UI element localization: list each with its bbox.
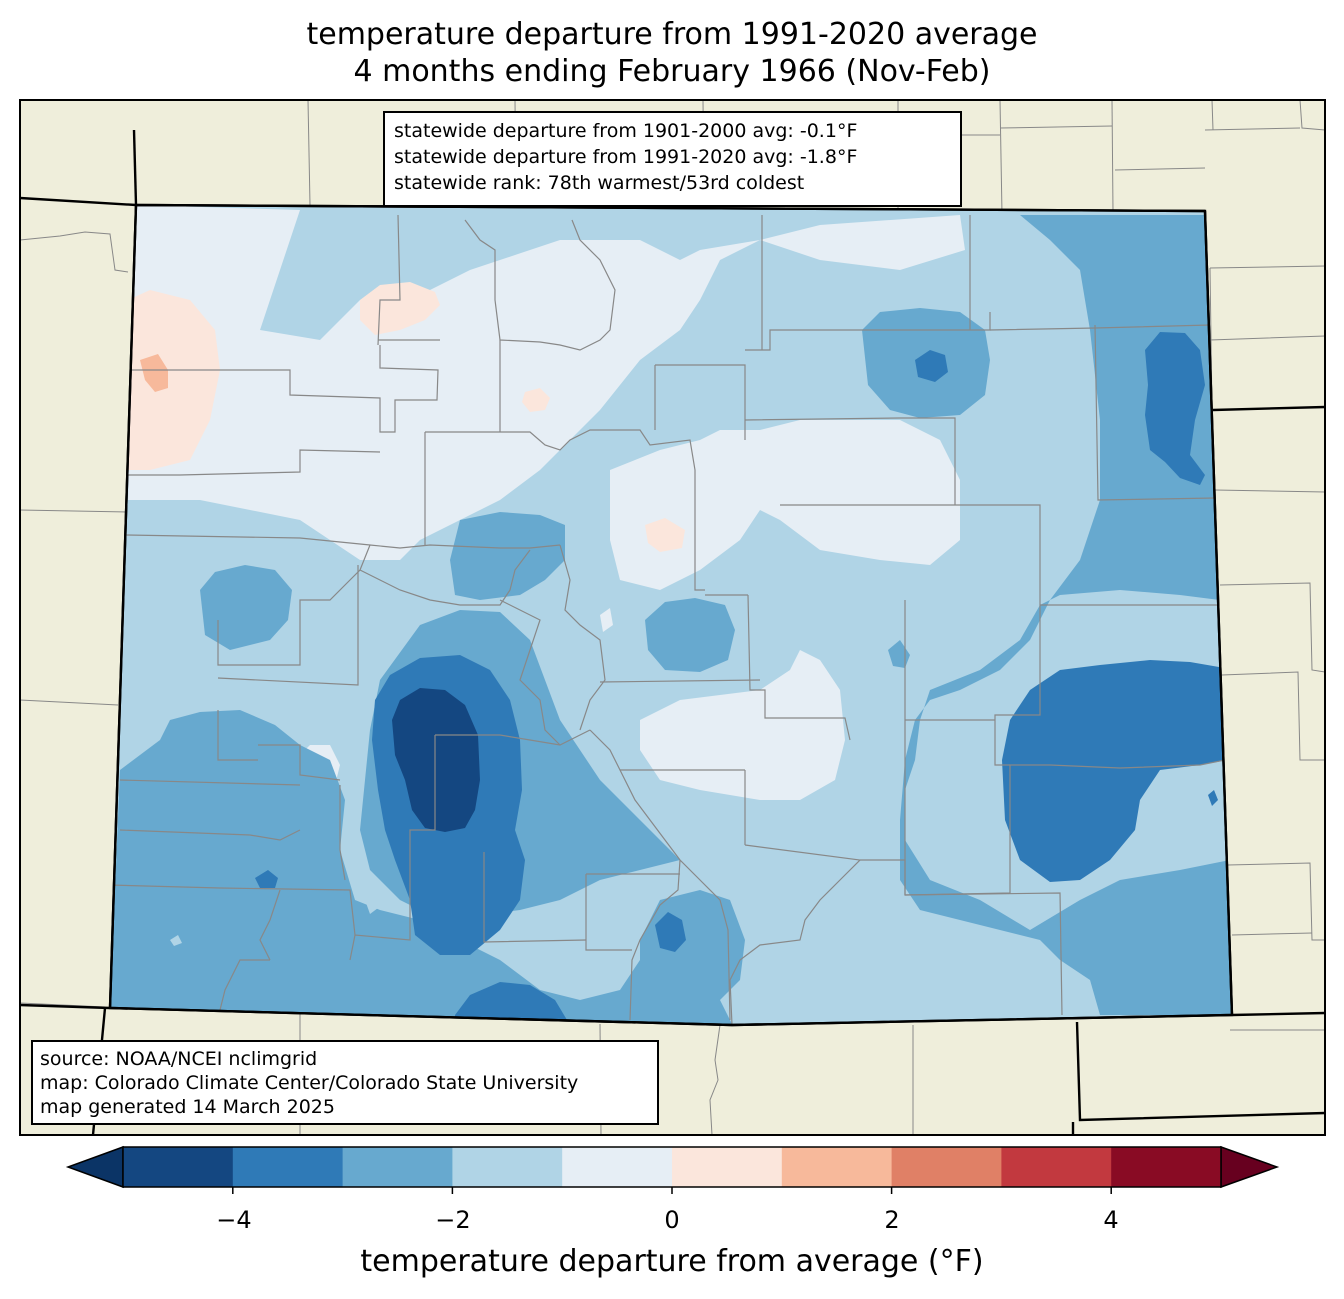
- colorbar-label: temperature departure from average (°F): [360, 1244, 984, 1279]
- colorbar-bin: [1001, 1147, 1112, 1187]
- colorbar-bin: [232, 1147, 344, 1187]
- colorbar-tick-label: 0: [664, 1206, 680, 1234]
- colorbar-tick-label: −4: [216, 1206, 252, 1234]
- colorado-outline: [108, 203, 1234, 1027]
- colorbar: [65, 1145, 1280, 1194]
- colorbar-tick-label: 4: [1103, 1206, 1119, 1234]
- colorbar-bin: [781, 1147, 893, 1187]
- colorbar-bin: [891, 1147, 1002, 1187]
- map-title-line1: temperature departure from 1991-2020 ave…: [306, 17, 1038, 52]
- colorbar-tick-label: 2: [884, 1206, 900, 1234]
- source-line-data: source: NOAA/NCEI nclimgrid: [40, 1048, 318, 1070]
- county-lines: [110, 214, 1226, 1025]
- colorbar-bin: [672, 1147, 783, 1187]
- source-box: source: NOAA/NCEI nclimgrid map: Colorad…: [31, 1040, 659, 1125]
- source-line-map: map: Colorado Climate Center/Colorado St…: [40, 1072, 579, 1094]
- neighbor-county-lines: [20, 100, 1325, 1135]
- source-line-generated: map generated 14 March 2025: [40, 1096, 335, 1118]
- colorbar-over-arrow: [1220, 1145, 1280, 1189]
- stats-line-rank: statewide rank: 78th warmest/53rd coldes…: [394, 172, 805, 194]
- map-title-line2: 4 months ending February 1966 (Nov-Feb): [353, 54, 991, 89]
- colorbar-bin: [452, 1147, 563, 1187]
- colorbar-bin: [123, 1147, 234, 1187]
- colorbar-bin: [1111, 1147, 1222, 1187]
- colorbar-bin: [342, 1147, 453, 1187]
- statewide-stats-box: statewide departure from 1901-2000 avg: …: [383, 111, 962, 207]
- map-title: temperature departure from 1991-2020 ave…: [0, 16, 1344, 90]
- colorbar-bin: [562, 1147, 673, 1187]
- colorbar-under-arrow: [65, 1145, 124, 1189]
- stats-line-1991-2020: statewide departure from 1991-2020 avg: …: [394, 146, 858, 168]
- colorbar-tick-label: −2: [435, 1206, 471, 1234]
- stats-line-1901-2000: statewide departure from 1901-2000 avg: …: [394, 120, 858, 142]
- map-frame: [19, 99, 1326, 1136]
- anomaly-contours: [110, 205, 1232, 1025]
